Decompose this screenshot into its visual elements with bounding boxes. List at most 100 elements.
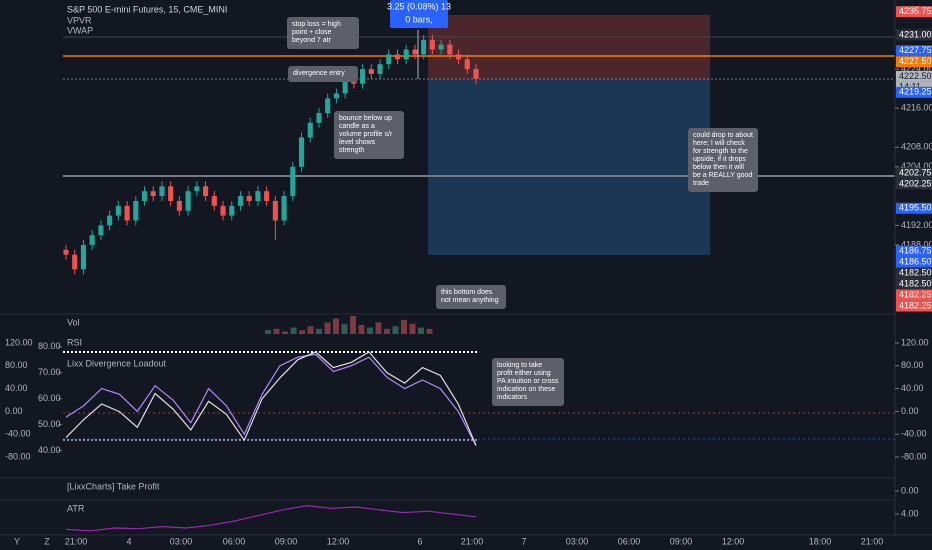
y-tick-label: 4188.00 bbox=[901, 239, 932, 249]
atr-line bbox=[65, 504, 477, 532]
candle-body bbox=[412, 49, 418, 55]
candle-body bbox=[325, 98, 331, 114]
price-badge bbox=[896, 300, 932, 312]
position-box bbox=[390, 0, 448, 28]
x-tick-label: 09:00 bbox=[275, 536, 298, 546]
atr-tick-label: 4.00 bbox=[901, 508, 919, 518]
price-badge bbox=[896, 202, 932, 214]
price-badge bbox=[896, 256, 932, 268]
price-badge-label: 4235.75 bbox=[899, 6, 932, 16]
candle-body bbox=[159, 186, 165, 197]
candle-body bbox=[115, 205, 121, 216]
price-badge bbox=[896, 6, 932, 18]
candle-body bbox=[464, 59, 470, 70]
price-badge bbox=[896, 29, 932, 41]
volume-bar bbox=[282, 331, 288, 334]
price-badge bbox=[896, 178, 932, 190]
legend-item: VWAP bbox=[67, 25, 93, 35]
candle-body bbox=[272, 200, 278, 221]
candle-body bbox=[194, 186, 200, 192]
pane-title: Vol bbox=[67, 317, 80, 327]
x-tick-label: 06:00 bbox=[223, 536, 246, 546]
candle-body bbox=[377, 64, 383, 74]
volume-bar bbox=[367, 327, 373, 334]
volume-bar bbox=[392, 326, 399, 334]
lixx-tick-label: 80.00 bbox=[901, 360, 924, 370]
price-badge-label: 4202.25 bbox=[899, 178, 932, 188]
lixx-tick-label: -80.00 bbox=[5, 451, 31, 461]
candle-body bbox=[447, 44, 453, 55]
price-badge bbox=[896, 45, 932, 57]
candle-body bbox=[124, 205, 130, 221]
candle-body bbox=[333, 93, 339, 99]
price-badge-label: 4227.75 bbox=[899, 45, 932, 55]
x-tick-label: 12:00 bbox=[722, 536, 745, 546]
price-badge bbox=[896, 289, 932, 301]
candle-body bbox=[107, 215, 113, 226]
stop-zone bbox=[428, 15, 710, 79]
volume-bar bbox=[341, 323, 348, 334]
x-tick-label: 09:00 bbox=[670, 536, 693, 546]
lixx-tick-label: 0.00 bbox=[901, 406, 919, 416]
candle-body bbox=[185, 191, 191, 211]
price-badge bbox=[896, 70, 932, 82]
y-tick-label: 4192.00 bbox=[901, 220, 932, 230]
annotation: could drop to about here; I will check f… bbox=[688, 128, 758, 192]
x-tick-label: 12:00 bbox=[327, 536, 350, 546]
lixx-tick-label: 120.00 bbox=[901, 337, 929, 347]
x-tick-label: 03:00 bbox=[170, 536, 193, 546]
candle-body bbox=[89, 235, 95, 245]
button[interactable]: Z bbox=[44, 536, 50, 546]
candle-body bbox=[150, 191, 156, 197]
candle-body bbox=[290, 166, 296, 197]
rsi-line bbox=[65, 351, 477, 446]
y-tick-label: 4216.00 bbox=[901, 103, 932, 113]
volume-bar bbox=[299, 330, 305, 334]
candle-body bbox=[307, 122, 313, 138]
lixx-tick-label: 120.00 bbox=[5, 337, 33, 347]
lixx-tick-label: 40.00 bbox=[5, 383, 28, 393]
pane-title: RSI bbox=[67, 337, 82, 347]
chart-title: S&P 500 E-mini Futures, 15, CME_MINI bbox=[67, 4, 227, 14]
volume-bar bbox=[333, 318, 339, 334]
candle-body bbox=[394, 54, 401, 60]
x-tick-label: 6 bbox=[417, 536, 422, 546]
volume-bar bbox=[426, 328, 433, 334]
annotation: divergence entry bbox=[288, 66, 358, 82]
position-label: 0 bars, bbox=[405, 14, 433, 24]
annotation: this bottom does not mean anything bbox=[436, 285, 506, 309]
volume-bar bbox=[418, 327, 424, 334]
volume-bar bbox=[401, 319, 407, 334]
candle-body bbox=[176, 200, 182, 211]
x-tick-label: 03:00 bbox=[566, 536, 589, 546]
annotation: looking to take profit either using PA i… bbox=[492, 358, 564, 406]
annotation: stop loss = high point + close beyond 7 … bbox=[287, 17, 359, 49]
legend-item: VPVR bbox=[67, 15, 92, 25]
volume-bar bbox=[290, 327, 297, 334]
price-badge bbox=[896, 245, 932, 257]
price-badge bbox=[896, 267, 932, 279]
y-tick-label: 4204.00 bbox=[901, 161, 932, 171]
candle-body bbox=[220, 205, 226, 216]
x-tick-label: 21:00 bbox=[861, 536, 884, 546]
volume-bar bbox=[307, 326, 314, 334]
candle-body bbox=[281, 196, 287, 221]
price-badge bbox=[896, 167, 932, 179]
x-tick-label: 21:00 bbox=[65, 536, 88, 546]
candle-body bbox=[421, 39, 427, 55]
lixx-tick-label: 40.00 bbox=[901, 383, 924, 393]
lixx-tick-label: -40.00 bbox=[901, 429, 927, 439]
lixx-line bbox=[65, 353, 477, 446]
lixx-tick-label: 80.00 bbox=[5, 360, 28, 370]
button[interactable]: Y bbox=[14, 536, 20, 546]
candle-body bbox=[237, 196, 244, 206]
candle-body bbox=[368, 69, 374, 74]
rsi-tick-label: 70.00 bbox=[38, 367, 61, 377]
y-tick-label: 4224.00 bbox=[901, 63, 932, 73]
candle-body bbox=[473, 69, 479, 79]
price-badge-label: 4231.00 bbox=[899, 29, 932, 39]
volume-bar bbox=[316, 328, 322, 334]
rsi-tick-label: 40.00 bbox=[38, 445, 61, 455]
volume-bar bbox=[384, 328, 390, 334]
price-badge-label: 4186.75 bbox=[899, 245, 932, 255]
